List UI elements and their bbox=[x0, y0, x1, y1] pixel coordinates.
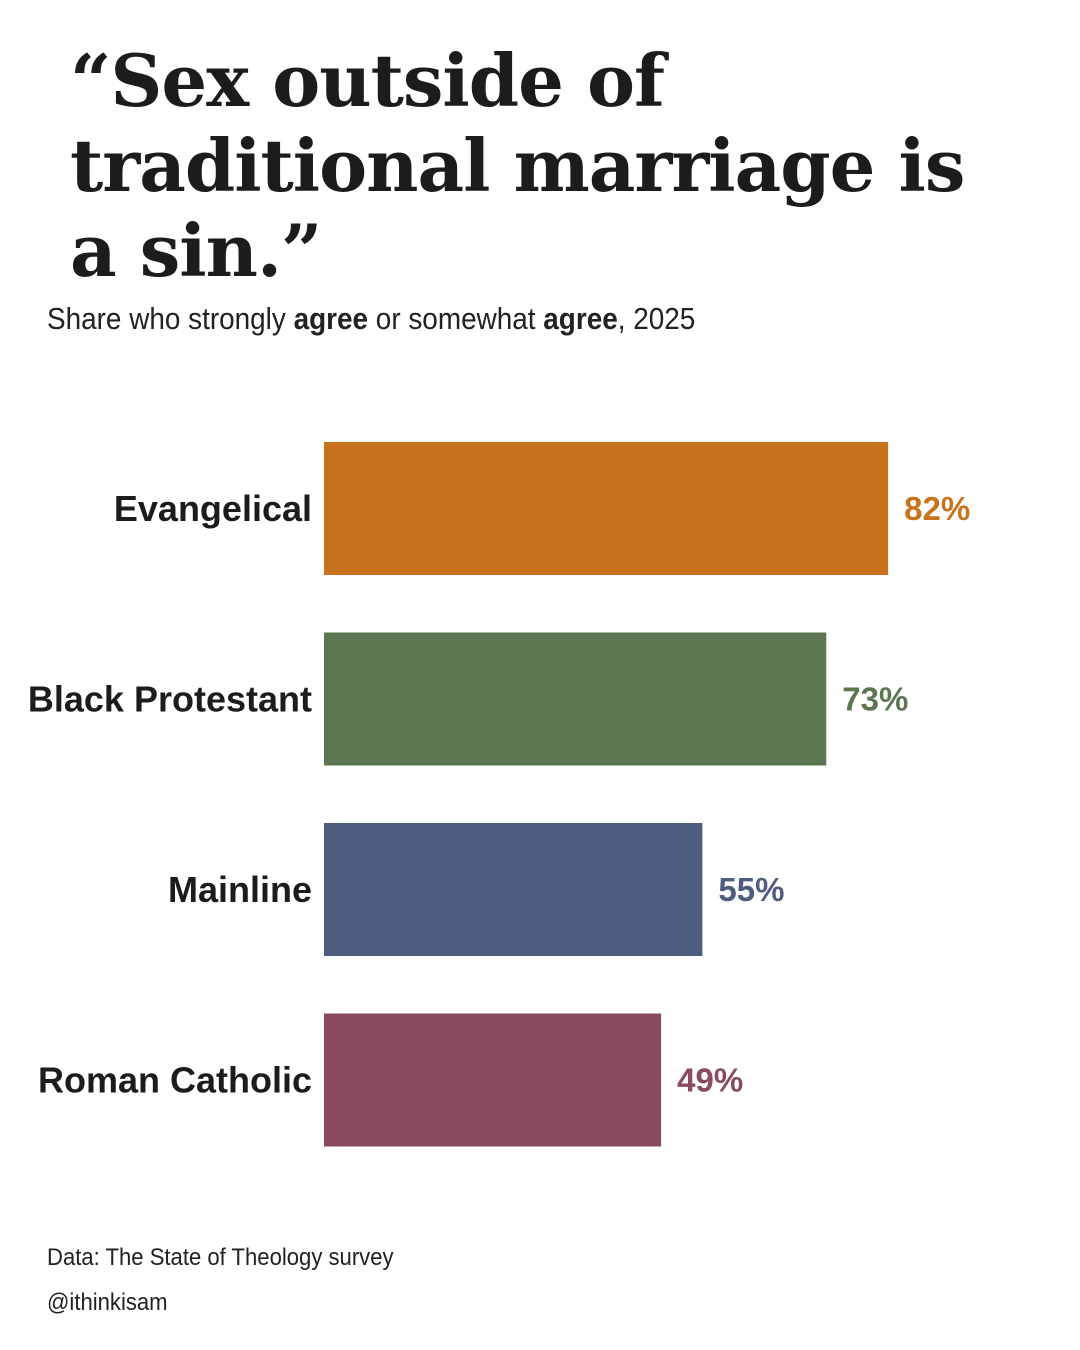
value-label-mainline: 55% bbox=[718, 871, 784, 908]
category-label-roman-catholic: Roman Catholic bbox=[38, 1060, 312, 1101]
value-label-black-protestant: 73% bbox=[842, 681, 908, 718]
bar-black-protestant bbox=[324, 632, 827, 766]
author-credit: @ithinkisam bbox=[47, 1289, 168, 1316]
bar-mainline bbox=[324, 823, 703, 956]
bar-chart: Evangelical 82% Black Protestant 73% Mainlin… bbox=[28, 442, 970, 1147]
chart-title: “Sex outside of traditional marriage is … bbox=[70, 38, 965, 293]
subtitle-bold-1: agree bbox=[293, 301, 369, 336]
subtitle-text-2: or somewhat bbox=[368, 301, 544, 336]
category-label-black-protestant: Black Protestant bbox=[28, 679, 312, 720]
subtitle-text-3: , 2025 bbox=[617, 301, 696, 336]
subtitle-bold-2: agree bbox=[543, 301, 618, 336]
value-label-roman-catholic: 49% bbox=[677, 1062, 743, 1099]
category-label-evangelical: Evangelical bbox=[114, 488, 312, 529]
bar-evangelical bbox=[324, 442, 889, 575]
bar-roman-catholic bbox=[324, 1013, 662, 1147]
chart-subtitle: Share who strongly agree or somewhat agr… bbox=[47, 297, 695, 341]
subtitle-text-1: Share who strongly bbox=[47, 301, 294, 336]
data-source-note: Data: The State of Theology survey bbox=[47, 1244, 394, 1271]
category-label-mainline: Mainline bbox=[168, 869, 312, 910]
value-label-evangelical: 82% bbox=[904, 490, 970, 527]
